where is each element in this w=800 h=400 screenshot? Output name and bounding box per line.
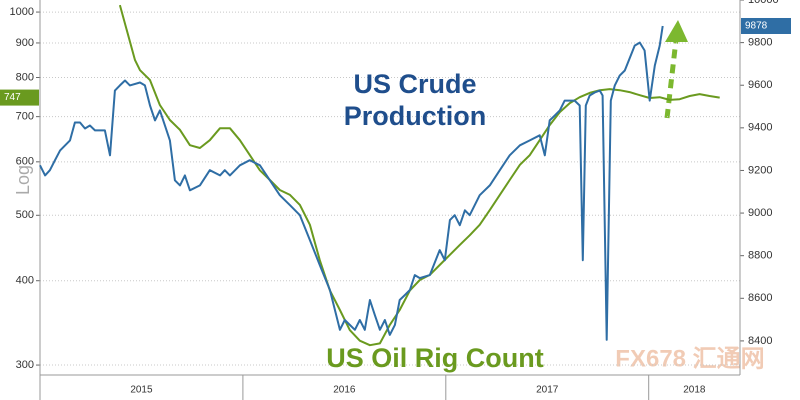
y-tick-label: 900	[16, 37, 34, 49]
y2-tick-label: 10000	[748, 0, 779, 6]
y2-tick-label: 9400	[748, 122, 772, 134]
value-tag-label: 747	[4, 92, 21, 103]
y2-tick-label: 8800	[748, 250, 772, 262]
y-axis-label: Log	[13, 165, 33, 195]
y2-tick-label: 9800	[748, 37, 772, 49]
y2-tick-label: 9600	[748, 79, 772, 91]
x-tick-label: 2015	[130, 385, 153, 396]
y-tick-label: 500	[16, 209, 34, 221]
y2-tick-label: 9200	[748, 164, 772, 176]
value-tag	[741, 17, 791, 34]
watermark: FX678 汇通网	[615, 345, 764, 372]
production-label: US Crude Production	[343, 69, 487, 131]
y2-tick-label: 8600	[748, 292, 772, 304]
rig-count-label: US Oil Rig Count	[326, 343, 544, 373]
y-tick-label: 1000	[10, 6, 34, 18]
y-tick-label: 300	[16, 359, 34, 371]
y-tick-label: 800	[16, 71, 34, 83]
y-tick-label: 400	[16, 275, 34, 287]
y-tick-label: 700	[16, 111, 34, 123]
x-tick-label: 2016	[333, 385, 356, 396]
y2-tick-label: 8400	[748, 335, 772, 347]
value-tag	[0, 89, 39, 106]
x-tick-label: 2017	[536, 385, 559, 396]
trend-arrow	[664, 20, 688, 119]
series-line	[39, 25, 664, 341]
y2-tick-label: 9000	[748, 207, 772, 219]
y-tick-label: 600	[16, 156, 34, 168]
value-tag-label: 9878	[745, 21, 768, 32]
x-tick-label: 2018	[683, 385, 706, 396]
series-line	[118, 4, 720, 347]
